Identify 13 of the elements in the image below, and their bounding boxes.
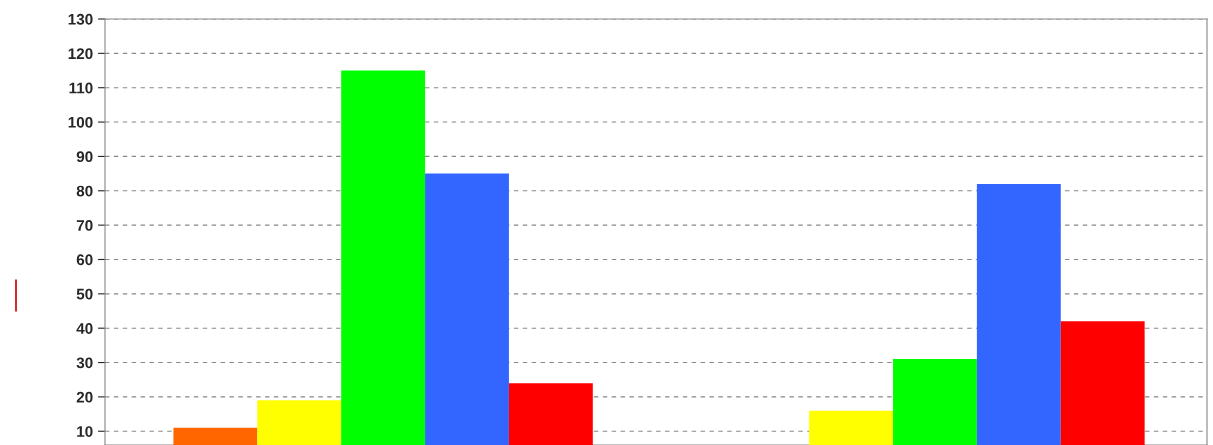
y-tick-label: 50 (76, 288, 93, 300)
y-tick-label: 130 (68, 13, 93, 25)
y-tick-label: 30 (76, 357, 93, 369)
y-tick-label: 70 (76, 220, 93, 231)
y-tick-label: 40 (76, 323, 93, 334)
y-tick-label: 100 (68, 116, 93, 128)
y-tick-label: 10 (77, 426, 93, 437)
y-tick-label: 80 (76, 185, 93, 197)
y-tick-label: 60 (76, 254, 93, 266)
y-tick-label: 20 (76, 391, 93, 403)
y-tick-label: 90 (76, 151, 93, 163)
y-tick-label: 120 (68, 48, 93, 60)
y-tick-label: 110 (69, 82, 93, 94)
